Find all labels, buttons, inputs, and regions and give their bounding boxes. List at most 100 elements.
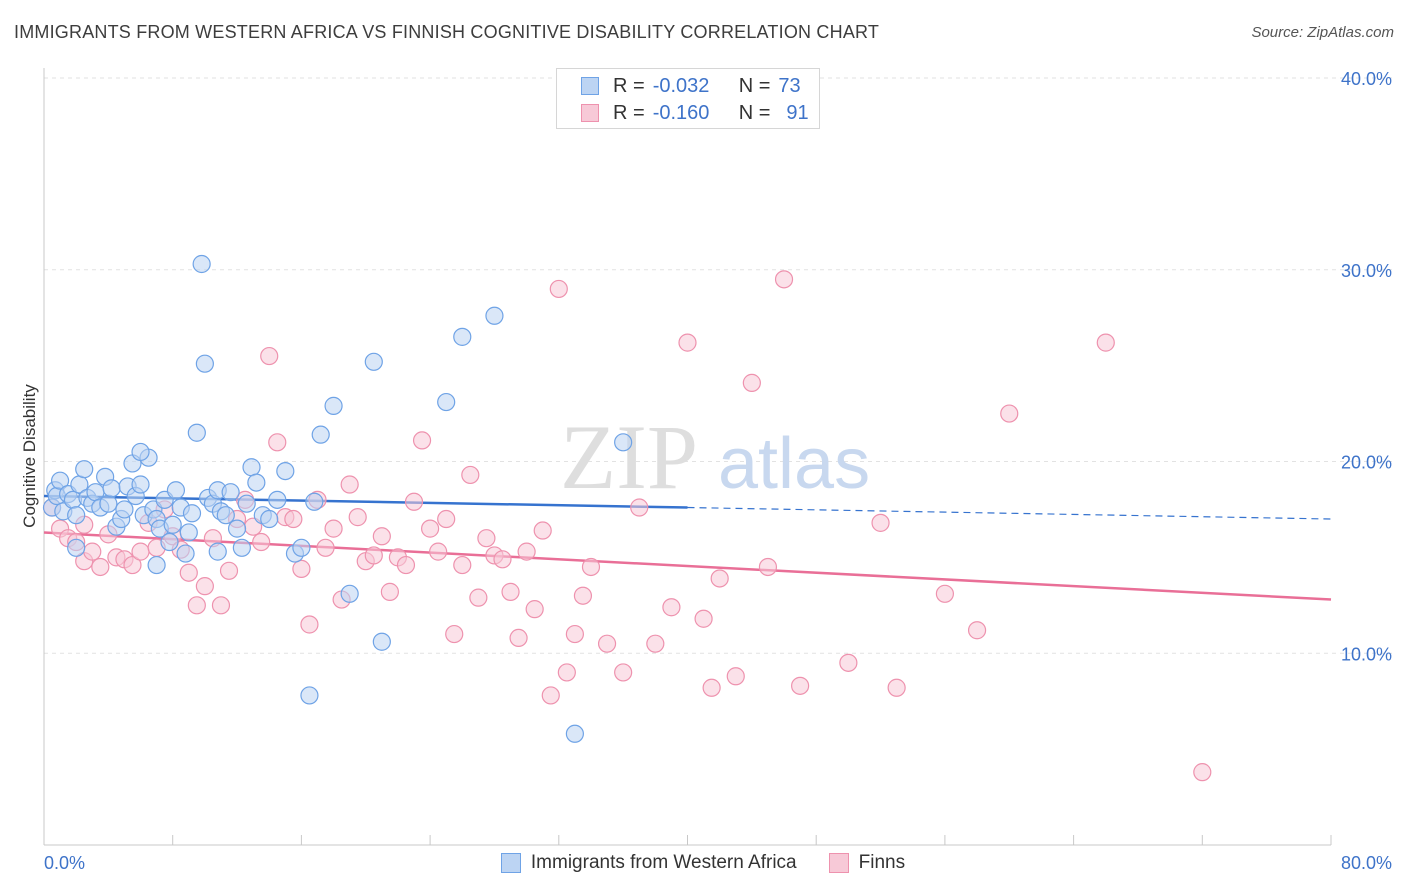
legend-item-western-africa[interactable]: Immigrants from Western Africa bbox=[500, 852, 797, 874]
data-point-finns bbox=[83, 542, 102, 561]
data-point-finns bbox=[372, 527, 391, 546]
data-point-western-africa bbox=[300, 686, 319, 705]
data-point-finns bbox=[292, 559, 311, 578]
y-axis-label: Cognitive Disability bbox=[20, 384, 39, 528]
data-point-finns bbox=[380, 582, 399, 601]
data-point-western-africa bbox=[292, 538, 311, 557]
trend-line-western-africa bbox=[43, 494, 688, 509]
data-point-finns bbox=[396, 555, 416, 575]
data-point-western-africa bbox=[195, 354, 214, 373]
data-point-finns bbox=[967, 621, 987, 640]
data-point-western-africa bbox=[160, 532, 179, 552]
data-point-finns bbox=[726, 667, 745, 686]
data-point-western-africa bbox=[67, 506, 86, 525]
data-point-finns bbox=[702, 678, 721, 697]
data-point-western-africa bbox=[166, 481, 186, 500]
watermark-atlas: atlas bbox=[718, 424, 870, 504]
data-point-finns bbox=[493, 550, 512, 569]
data-point-finns bbox=[694, 609, 713, 628]
data-point-finns bbox=[453, 555, 472, 575]
data-point-finns bbox=[614, 663, 633, 682]
data-point-finns bbox=[573, 586, 593, 605]
data-point-finns bbox=[541, 686, 560, 705]
data-point-finns bbox=[195, 577, 214, 596]
data-point-finns bbox=[597, 634, 617, 653]
n-label: N = bbox=[738, 74, 771, 97]
data-point-finns bbox=[187, 596, 206, 615]
data-point-finns bbox=[678, 333, 697, 352]
data-point-western-africa bbox=[115, 500, 134, 519]
data-point-western-africa bbox=[311, 425, 330, 444]
data-point-western-africa bbox=[67, 538, 86, 557]
data-point-western-africa bbox=[372, 632, 391, 651]
data-point-finns bbox=[935, 584, 955, 603]
data-point-finns bbox=[324, 519, 343, 538]
data-point-western-africa bbox=[179, 523, 198, 542]
data-point-finns bbox=[461, 465, 480, 485]
data-point-western-africa bbox=[324, 396, 343, 415]
legend-item-finns[interactable]: Finns bbox=[828, 852, 905, 874]
data-point-finns bbox=[533, 521, 552, 540]
legend-label-western-africa: Immigrants from Western Africa bbox=[530, 852, 797, 873]
x-axis-max-label: 80.0% bbox=[1340, 853, 1392, 873]
data-point-western-africa bbox=[453, 327, 472, 346]
data-point-western-africa bbox=[131, 475, 150, 494]
data-point-finns bbox=[758, 557, 778, 577]
data-point-finns bbox=[557, 663, 576, 682]
n-value-pink: 91 bbox=[786, 101, 809, 124]
data-point-western-africa bbox=[485, 306, 504, 325]
data-point-western-africa bbox=[75, 460, 94, 479]
data-point-finns bbox=[501, 582, 520, 601]
data-point-finns bbox=[774, 270, 794, 289]
watermark-zip: ZIP bbox=[560, 406, 698, 508]
y-tick-label: 10.0% bbox=[1341, 644, 1392, 664]
data-point-western-africa bbox=[437, 392, 456, 412]
data-point-western-africa bbox=[131, 442, 150, 462]
data-point-finns bbox=[525, 600, 544, 619]
data-point-finns bbox=[429, 542, 448, 561]
chart-title: IMMIGRANTS FROM WESTERN AFRICA VS FINNIS… bbox=[14, 22, 880, 42]
data-point-finns bbox=[211, 596, 231, 615]
data-point-western-africa bbox=[340, 584, 359, 603]
r-value-pink: -0.160 bbox=[652, 101, 710, 124]
data-point-finns bbox=[581, 557, 601, 577]
data-point-finns bbox=[340, 475, 359, 494]
data-point-finns bbox=[549, 279, 568, 299]
legend-row-pink: R = -0.160 N = 91 bbox=[581, 102, 809, 124]
data-point-finns bbox=[252, 532, 271, 552]
data-point-finns bbox=[131, 542, 150, 561]
data-point-western-africa bbox=[163, 515, 182, 534]
data-point-finns bbox=[742, 373, 761, 392]
data-point-western-africa bbox=[237, 494, 256, 513]
data-point-western-africa bbox=[565, 724, 584, 743]
data-point-western-africa bbox=[187, 423, 206, 442]
data-point-finns bbox=[348, 508, 367, 527]
data-point-western-africa bbox=[260, 509, 279, 529]
data-point-western-africa bbox=[364, 352, 383, 371]
n-label: N = bbox=[738, 101, 771, 124]
source-label: Source: ZipAtlas.com bbox=[1251, 24, 1394, 41]
stats-legend: R = -0.032 N = 73 R = -0.160 N = 91 bbox=[556, 68, 820, 129]
series-legend: Immigrants from Western Africa Finns bbox=[0, 852, 1406, 874]
trend-line-western-africa-extension bbox=[687, 506, 1332, 520]
pink-swatch-icon bbox=[581, 104, 599, 122]
data-point-finns bbox=[662, 598, 681, 617]
data-point-finns bbox=[839, 653, 858, 672]
data-point-western-africa bbox=[208, 542, 227, 561]
data-point-finns bbox=[871, 513, 890, 532]
data-point-western-africa bbox=[247, 473, 266, 492]
blue-swatch-icon bbox=[500, 853, 521, 873]
y-tick-label: 30.0% bbox=[1341, 261, 1392, 281]
data-point-finns bbox=[791, 676, 810, 695]
data-point-finns bbox=[91, 557, 110, 577]
data-point-finns bbox=[421, 519, 440, 538]
data-point-finns bbox=[477, 529, 496, 548]
data-point-western-africa bbox=[216, 506, 235, 525]
n-value-blue: 73 bbox=[778, 74, 801, 97]
data-point-western-africa bbox=[176, 544, 195, 563]
data-point-western-africa bbox=[192, 254, 211, 274]
data-point-finns bbox=[517, 542, 536, 561]
data-point-finns bbox=[469, 588, 488, 607]
data-point-finns bbox=[284, 509, 303, 529]
